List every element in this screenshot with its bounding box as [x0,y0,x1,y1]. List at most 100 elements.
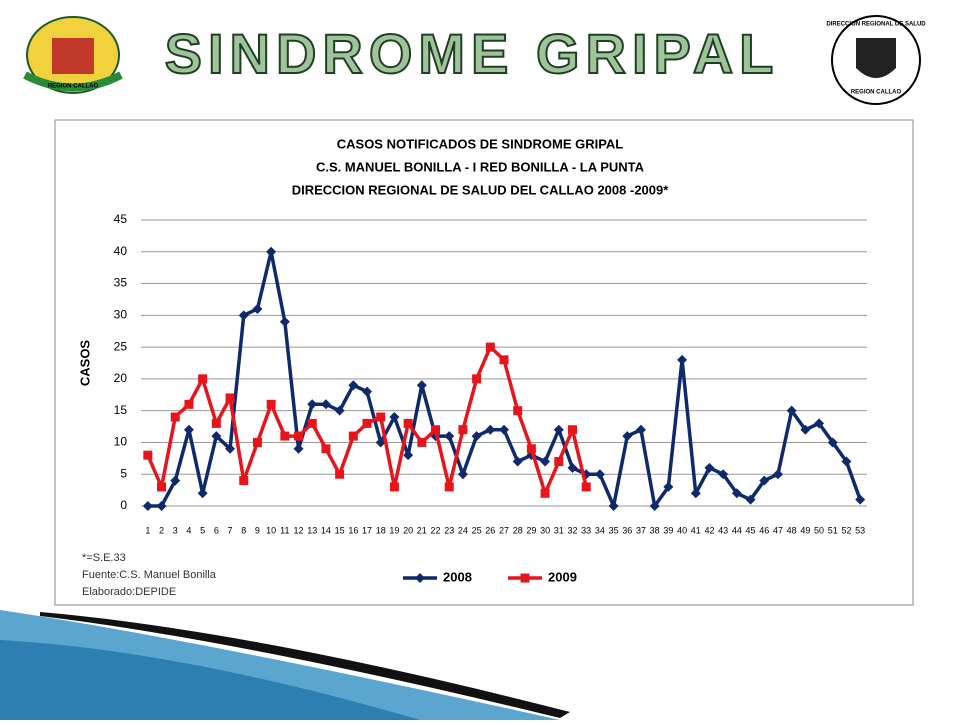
x-tick-label: 44 [732,525,742,535]
marker [362,386,373,397]
legend-marker [415,573,425,583]
marker [252,303,263,314]
x-tick-label: 38 [650,525,660,535]
marker [307,399,318,410]
marker [320,399,331,410]
marker [457,469,468,480]
marker [376,412,386,422]
decoration [0,640,420,720]
marker [417,437,427,447]
marker [389,482,399,492]
marker [608,501,619,511]
note: Elaborado:DEPIDE [82,586,176,598]
marker [416,380,427,391]
marker [334,405,345,416]
x-tick-label: 21 [417,525,427,535]
decoration [40,612,570,718]
x-tick-label: 3 [173,525,178,535]
marker [594,469,605,480]
left-logo: REGION CALLAO [23,16,123,94]
marker [759,475,770,486]
marker [348,431,358,441]
x-tick-label: 30 [540,525,550,535]
logo-text: REGION CALLAO [48,84,99,90]
marker [855,494,866,505]
marker [143,450,153,460]
marker [567,462,578,473]
marker [362,418,372,428]
x-tick-label: 1 [145,525,150,535]
y-tick-label: 45 [114,212,128,226]
x-tick-label: 23 [444,525,454,535]
marker [170,475,181,486]
y-tick-label: 5 [120,466,127,480]
x-tick-label: 33 [581,525,591,535]
marker [280,431,290,441]
marker [471,431,482,442]
x-tick-label: 11 [280,525,289,535]
x-tick-label: 42 [704,525,714,535]
marker [677,354,688,365]
x-tick-label: 40 [677,525,687,535]
x-tick-label: 18 [376,525,386,535]
marker [786,405,797,416]
x-tick-label: 35 [609,525,619,535]
x-tick-label: 5 [200,525,205,535]
marker [198,374,208,384]
y-tick-label: 15 [114,403,128,417]
marker [183,424,194,435]
x-tick-label: 29 [526,525,536,535]
marker [184,399,194,409]
marker [718,469,729,480]
marker [156,501,167,511]
marker [444,482,454,492]
marker [827,437,838,448]
marker [814,418,825,429]
marker [266,246,277,257]
x-tick-label: 32 [567,525,577,535]
x-tick-label: 53 [855,525,865,535]
marker [403,418,413,428]
x-tick-label: 50 [814,525,824,535]
x-tick-label: 7 [228,525,233,535]
marker [225,393,235,403]
y-tick-label: 10 [114,435,128,449]
marker [348,380,359,391]
marker [389,412,400,423]
marker [294,431,304,441]
marker [499,424,509,435]
marker [211,431,222,442]
x-tick-label: 45 [746,525,756,535]
x-tick-label: 16 [348,525,358,535]
logo-text: DIRECCION REGIONAL DE SALUD [826,22,926,28]
chart-title: CASOS NOTIFICADOS DE SINDROME GRIPAL [337,136,624,151]
marker [375,437,386,448]
y-tick-label: 30 [114,308,128,322]
legend-marker [520,573,530,583]
x-tick-label: 6 [214,525,219,535]
y-tick-label: 20 [114,371,128,385]
x-tick-label: 41 [691,525,701,535]
y-tick-label: 25 [114,339,128,353]
x-tick-label: 2 [159,525,164,535]
marker [279,316,290,327]
legend-label: 2009 [548,569,577,584]
marker [800,424,811,435]
marker [635,424,646,435]
marker [772,469,783,480]
marker [197,488,208,499]
right-logo: DIRECCION REGIONAL DE SALUD REGION CALLA… [826,15,926,105]
marker [745,494,756,505]
marker [266,399,276,409]
x-tick-label: 13 [307,525,317,535]
note: Fuente:C.S. Manuel Bonilla [82,569,217,581]
marker [540,488,550,498]
marker [485,424,496,435]
marker [170,412,180,422]
marker [554,457,564,467]
x-tick-label: 15 [335,525,345,535]
x-tick-label: 10 [266,525,276,535]
marker [225,443,236,454]
marker [622,431,633,442]
